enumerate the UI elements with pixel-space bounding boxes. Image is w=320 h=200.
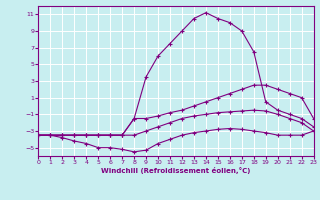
X-axis label: Windchill (Refroidissement éolien,°C): Windchill (Refroidissement éolien,°C) bbox=[101, 167, 251, 174]
